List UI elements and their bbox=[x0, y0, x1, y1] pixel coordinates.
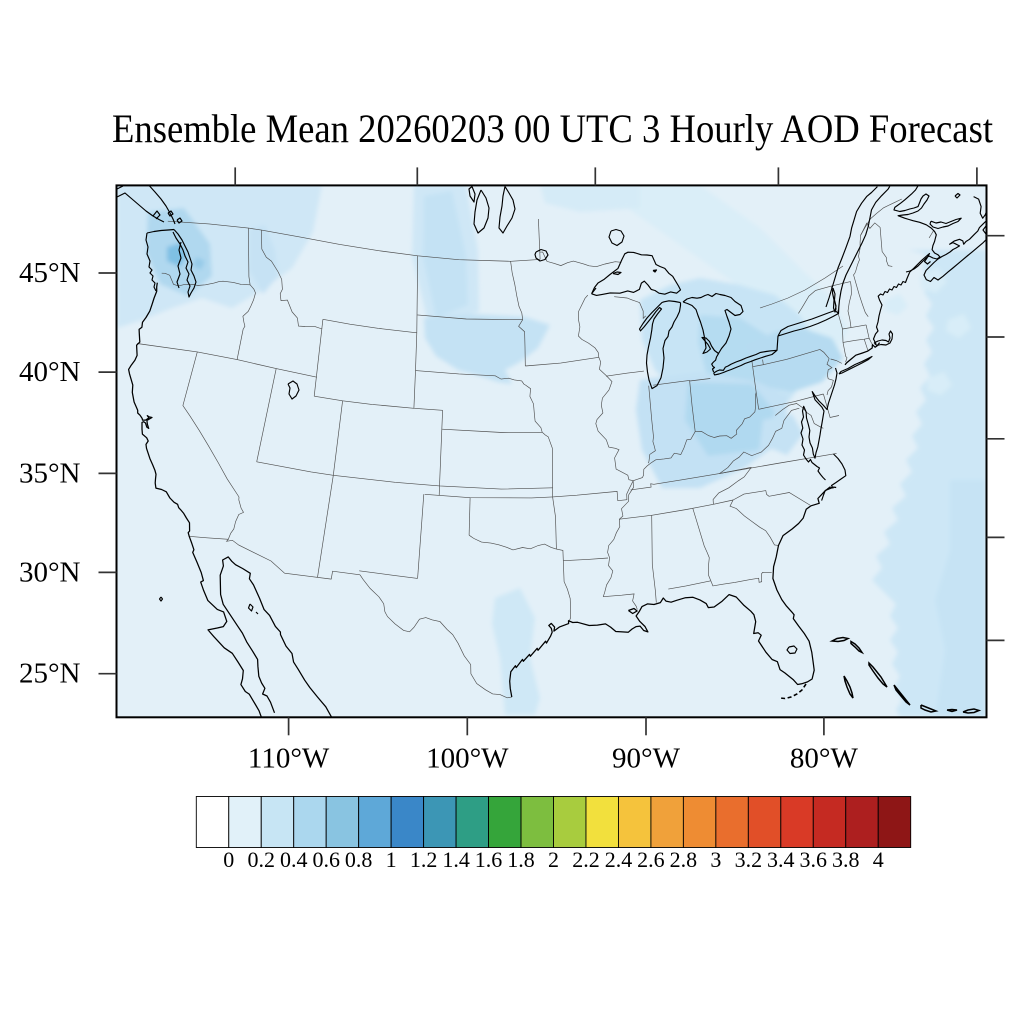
svg-text:30°N: 30°N bbox=[19, 556, 81, 588]
svg-text:0.2: 0.2 bbox=[248, 847, 276, 872]
svg-text:3.2: 3.2 bbox=[735, 847, 763, 872]
svg-text:3.8: 3.8 bbox=[832, 847, 860, 872]
svg-text:3.4: 3.4 bbox=[767, 847, 795, 872]
svg-text:0.6: 0.6 bbox=[312, 847, 340, 872]
svg-text:3.6: 3.6 bbox=[800, 847, 828, 872]
svg-text:1.2: 1.2 bbox=[410, 847, 438, 872]
svg-text:0.4: 0.4 bbox=[280, 847, 308, 872]
svg-text:1: 1 bbox=[386, 847, 397, 872]
svg-text:2.6: 2.6 bbox=[637, 847, 665, 872]
svg-text:2.4: 2.4 bbox=[605, 847, 633, 872]
svg-text:25°N: 25°N bbox=[19, 658, 81, 690]
svg-text:35°N: 35°N bbox=[19, 457, 81, 489]
svg-text:1.4: 1.4 bbox=[442, 847, 470, 872]
svg-text:Ensemble Mean 20260203 00 UTC: Ensemble Mean 20260203 00 UTC 3 Hourly A… bbox=[112, 106, 993, 151]
svg-text:2.8: 2.8 bbox=[670, 847, 698, 872]
svg-text:4: 4 bbox=[873, 847, 884, 872]
svg-text:40°N: 40°N bbox=[19, 356, 81, 388]
svg-text:110°W: 110°W bbox=[248, 742, 330, 774]
svg-text:90°W: 90°W bbox=[612, 742, 681, 774]
svg-text:45°N: 45°N bbox=[19, 257, 81, 289]
svg-text:1.6: 1.6 bbox=[475, 847, 503, 872]
svg-text:2: 2 bbox=[548, 847, 559, 872]
svg-text:0: 0 bbox=[223, 847, 234, 872]
svg-text:3: 3 bbox=[710, 847, 721, 872]
svg-text:1.8: 1.8 bbox=[507, 847, 535, 872]
svg-text:0.8: 0.8 bbox=[345, 847, 373, 872]
svg-text:2.2: 2.2 bbox=[572, 847, 600, 872]
svg-text:80°W: 80°W bbox=[790, 742, 859, 774]
svg-text:100°W: 100°W bbox=[426, 742, 509, 774]
